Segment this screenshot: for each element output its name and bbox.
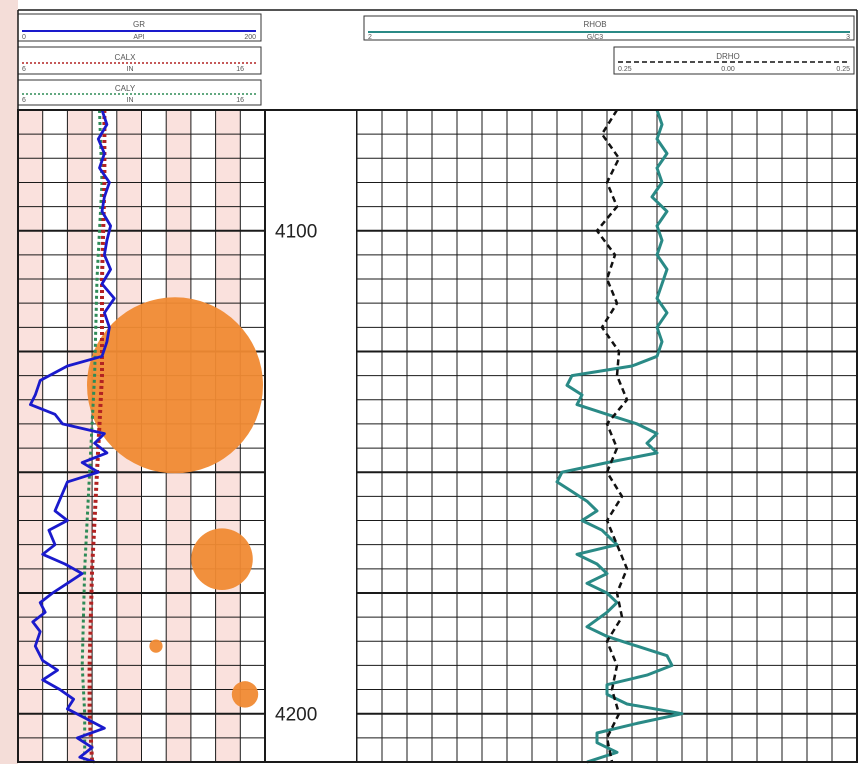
log-frame [17,109,858,763]
log-header: GR 0 API 200 CALX 6 IN 16 CALY 6 IN 16 R… [17,13,855,106]
marker-dot [191,528,253,590]
rhob-name: RHOB [583,20,606,29]
calx-max: 16 [236,66,244,73]
gr-unit: API [133,34,144,41]
drho-header: DRHO 0.25 0.00 0.25 [613,46,855,75]
calx-name: CALX [115,53,137,62]
track-1 [17,109,305,764]
edge-shade [0,0,18,764]
rhob-header: RHOB 2 G/C3 3 [363,15,855,41]
rhob-curve [555,109,684,764]
marker-dot [149,639,163,653]
caly-min: 6 [22,97,26,104]
drho-mid: 0.00 [721,66,735,73]
gr-header: GR 0 API 200 [17,13,262,42]
gr-min: 0 [22,34,26,41]
depth-label: 4100 [275,222,317,243]
depth-track-background [265,110,357,762]
drho-min: 0.25 [618,66,632,73]
caly-unit: IN [127,97,134,104]
drho-max: 0.25 [836,66,850,73]
caly-header: CALY 6 IN 16 [17,79,262,106]
gr-curve [28,109,116,764]
drho-name: DRHO [716,52,740,61]
gr-max: 200 [244,34,256,41]
track-1-shade-band [67,110,93,762]
caly-name: CALY [115,84,136,93]
calx-min: 6 [22,66,26,73]
marker-dot [231,681,259,708]
caly-max: 16 [236,97,244,104]
caly-curve [80,109,104,762]
track-1-shade-band [18,110,43,762]
gr-name: GR [133,20,145,29]
calx-unit: IN [127,66,134,73]
marker-dot [87,297,263,474]
depth-track: 4100 4200 [264,110,358,762]
track-2 [17,9,858,764]
rhob-min: 2 [368,34,372,41]
depth-label: 4200 [275,705,317,726]
calx-header: CALX 6 IN 16 [17,46,262,75]
rhob-max: 3 [846,34,850,41]
rhob-unit: G/C3 [587,34,603,41]
